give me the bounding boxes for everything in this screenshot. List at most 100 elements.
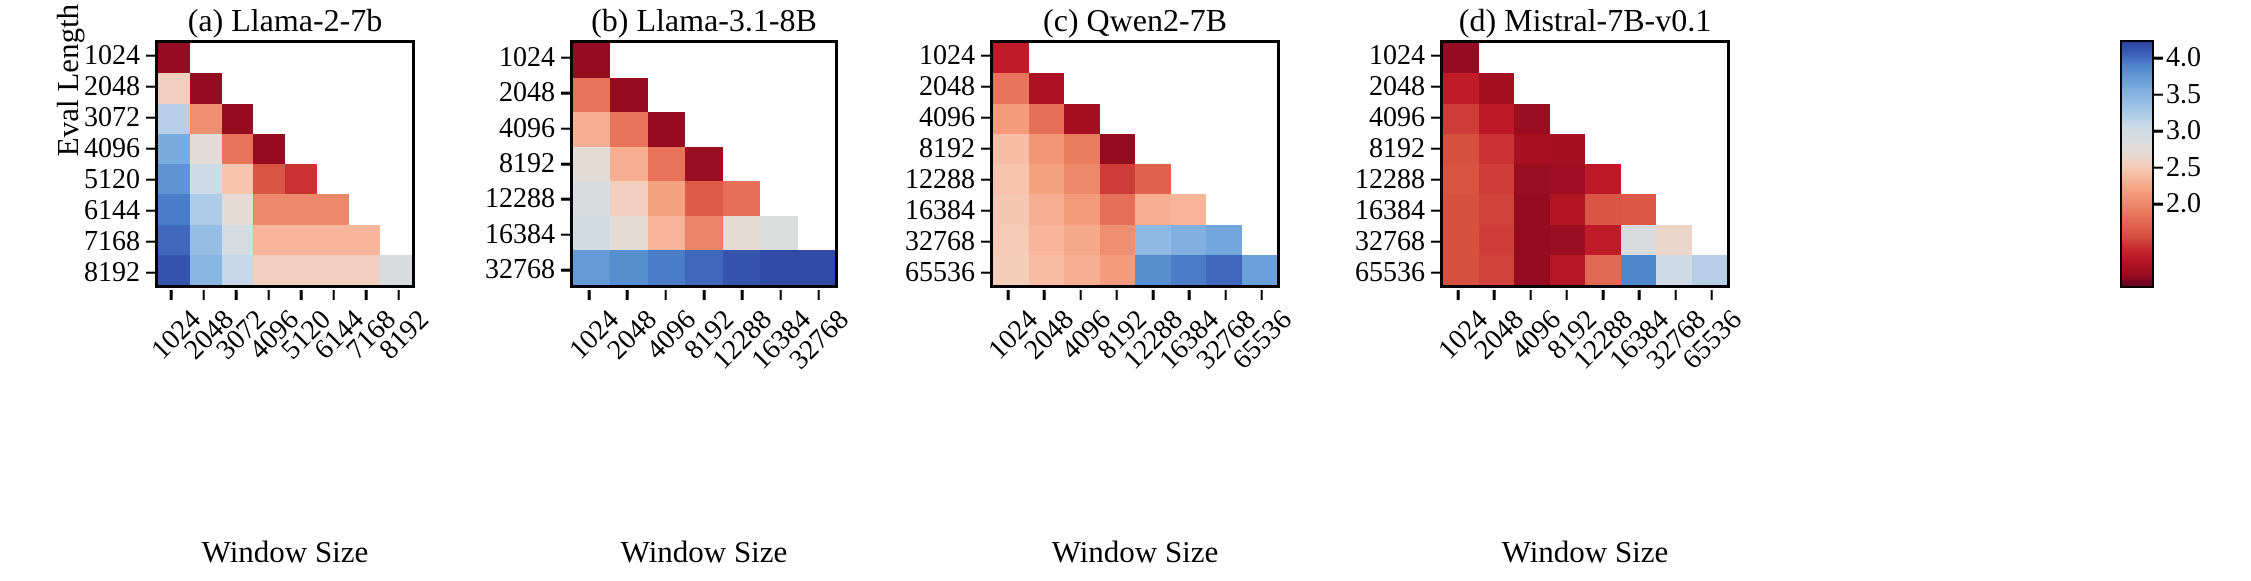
colorbar-tick-label: 3.0 (2166, 115, 2201, 147)
y-tick-label: 6144 (84, 194, 140, 226)
y-tick-mark (561, 233, 570, 237)
heatmap-cell (610, 112, 648, 147)
heatmap-cell (1691, 194, 1727, 225)
heatmap-cell (797, 146, 835, 182)
heatmap-cell (797, 215, 835, 251)
heatmap-cell (1028, 73, 1064, 104)
heatmap-cell (647, 250, 686, 285)
panel-title-b: (b) Llama-3.1-8B (591, 2, 817, 38)
heatmap-cell (1585, 194, 1621, 225)
heatmap-cell (1135, 133, 1171, 164)
y-tick-mark (1431, 240, 1440, 243)
heatmap-cell (1135, 194, 1171, 225)
heatmap-cell (316, 254, 349, 285)
heatmap-cell (1620, 73, 1656, 104)
heatmap-cell (189, 164, 222, 195)
heatmap-cell (189, 254, 222, 285)
heatmap-cell (1206, 224, 1242, 255)
heatmap-cell (1585, 224, 1621, 255)
heatmap-cell (1135, 164, 1171, 195)
heatmap-cell (993, 224, 1029, 255)
panel-title-d: (d) Mistral-7B-v0.1 (1458, 2, 1712, 38)
heatmap-cell (1585, 73, 1621, 104)
heatmap-cell (348, 254, 381, 285)
heatmap-cell (348, 43, 381, 74)
heatmap-cell (1656, 103, 1692, 134)
y-tick-mark (1431, 209, 1440, 212)
y-tick-label: 7168 (84, 225, 140, 257)
heatmap-cell (221, 43, 254, 74)
heatmap-cell (573, 215, 611, 251)
heatmap-cell (760, 146, 798, 182)
heatmap-cell (348, 194, 381, 225)
x-tick-mark (364, 290, 368, 300)
heatmap-cell (348, 224, 381, 255)
y-tick-mark (1431, 85, 1440, 88)
heatmap-cell (1514, 43, 1550, 74)
y-tick-label: 65536 (905, 256, 975, 288)
y-tick-label: 2048 (84, 70, 140, 102)
heatmap-cell (1656, 254, 1692, 285)
x-tick-mark (779, 290, 782, 300)
y-ticks-c: 1024 2048 4096 8192 12288 16384 32768 65536 (835, 40, 990, 288)
heatmap-cell (1549, 254, 1585, 285)
heatmap-cell (685, 181, 723, 216)
x-tick-mark (1260, 290, 1264, 300)
y-tick-label: 2048 (1369, 70, 1425, 102)
heatmap-cell (380, 254, 412, 285)
heatmap-cell (285, 43, 317, 74)
heatmap-cell (189, 133, 222, 164)
x-tick-mark (587, 290, 591, 300)
heatmap-cell (1206, 133, 1242, 164)
y-tick-mark (146, 271, 155, 274)
colorbar-tick-mark (2154, 202, 2163, 206)
heatmap-cell (1241, 103, 1277, 134)
heatmap-cell (158, 73, 190, 104)
heatmap-cell (1691, 164, 1727, 195)
heatmap-cell (760, 215, 798, 251)
heatmap-cell (253, 133, 285, 164)
heatmap-cell (1656, 43, 1692, 74)
y-tick-label: 4096 (1369, 101, 1425, 133)
heatmap-cell (1691, 224, 1727, 255)
heatmap-cell (380, 133, 412, 164)
heatmap-cell (1443, 43, 1479, 74)
heatmap-cell (610, 43, 648, 78)
heatmap-cell (316, 224, 349, 255)
y-tick-label: 4096 (919, 101, 975, 133)
heatmap-cell (1656, 133, 1692, 164)
x-tick-mark (817, 290, 821, 300)
heatmap-cell (1099, 43, 1135, 74)
x-tick-mark (1638, 290, 1641, 300)
colorbar-tick-label: 2.5 (2166, 151, 2201, 183)
heatmap-cell (993, 254, 1029, 285)
heatmap-cell (1514, 133, 1550, 164)
y-tick-mark (981, 271, 990, 274)
colorbar: 4.0 3.5 3.0 2.5 2.0 Log10(Value) (2118, 0, 2251, 581)
heatmap-cell (760, 43, 798, 78)
heatmap-cell (316, 73, 349, 104)
colorbar-tick-mark (2154, 129, 2163, 133)
heatmap-cell (221, 73, 254, 104)
x-tick-mark (664, 290, 667, 300)
heatmap-cell (610, 77, 648, 113)
heatmap-cell (348, 103, 381, 134)
heatmap-cell (1478, 73, 1514, 104)
heatmap-cell (760, 112, 798, 147)
heatmap-cell (285, 224, 317, 255)
x-tick-mark (267, 290, 271, 300)
heatmap-cell (253, 224, 285, 255)
heatmap-cell (1064, 43, 1100, 74)
heatmap-cell (993, 164, 1029, 195)
heatmap-cell (1135, 103, 1171, 134)
heatmap-cell (1514, 73, 1550, 104)
heatmap-cell (221, 194, 254, 225)
heatmap-cell (1620, 103, 1656, 134)
y-tick-label: 2048 (919, 70, 975, 102)
heatmap-cell (348, 133, 381, 164)
y-tick-mark (981, 240, 990, 243)
x-tick-mark (702, 290, 706, 300)
heatmap-cell (610, 146, 648, 182)
heatmap-cell (1206, 103, 1242, 134)
heatmap-cell (221, 103, 254, 134)
